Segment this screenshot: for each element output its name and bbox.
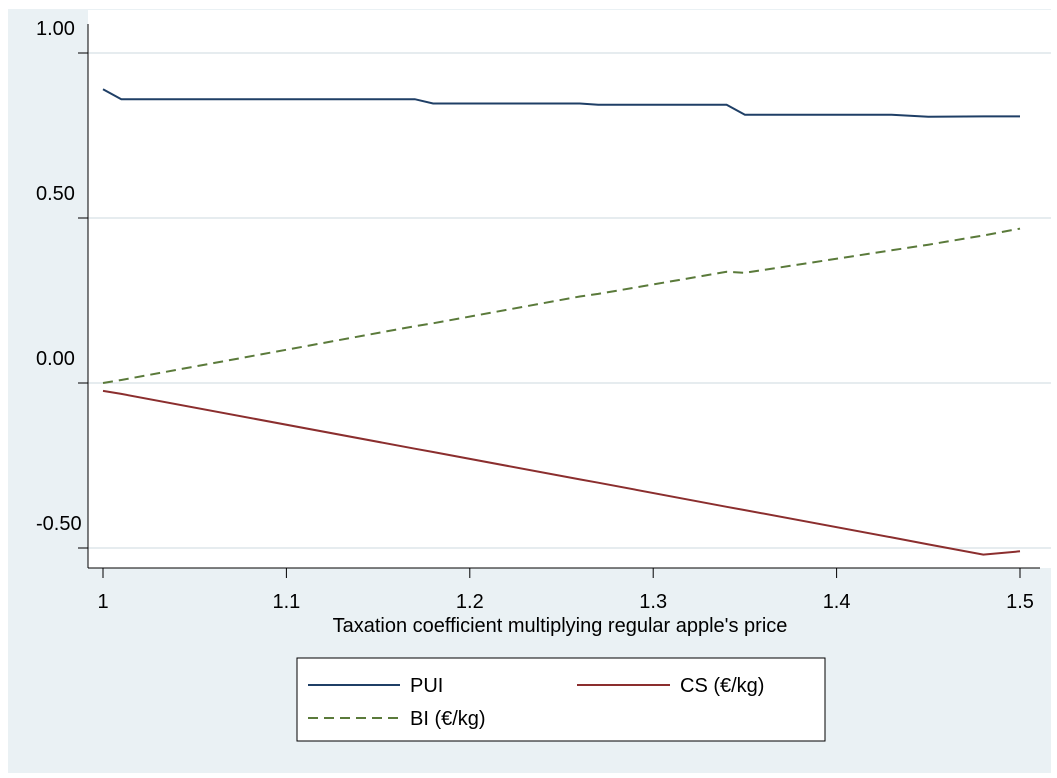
y-axis-ticks: -0.50 0.00 0.50 1.00 <box>36 18 88 549</box>
y-tick-label: -0.50 <box>36 513 82 535</box>
axes <box>87 24 1040 569</box>
legend-label: CS (€/kg) <box>680 675 764 697</box>
legend-box <box>296 657 826 742</box>
x-tick-label: 1.5 <box>1006 591 1034 613</box>
legend-label: BI (€/kg) <box>410 708 486 730</box>
y-tick-label: 1.00 <box>36 18 75 40</box>
x-axis-label: Taxation coefficient multiplying regular… <box>333 615 788 637</box>
x-tick-label: 1 <box>97 591 108 613</box>
x-tick-label: 1.3 <box>639 591 667 613</box>
x-tick-label: 1.2 <box>456 591 484 613</box>
gridlines <box>88 52 1051 549</box>
series-line-2 <box>102 389 1021 556</box>
series-line-1 <box>102 88 1020 118</box>
x-tick-label: 1.4 <box>823 591 851 613</box>
y-tick-label: 0.00 <box>36 348 75 370</box>
y-tick-label: 0.50 <box>36 183 75 205</box>
legend: PUI CS (€/kg) BI (€/kg) <box>296 657 826 742</box>
series-line-3 <box>102 227 1021 384</box>
x-tick-label: 1.1 <box>272 591 300 613</box>
x-axis-ticks: 1 1.1 1.2 1.3 1.4 1.5 <box>97 568 1034 613</box>
legend-label: PUI <box>410 675 443 697</box>
series-lines <box>102 88 1021 556</box>
plot-area <box>88 10 1051 568</box>
